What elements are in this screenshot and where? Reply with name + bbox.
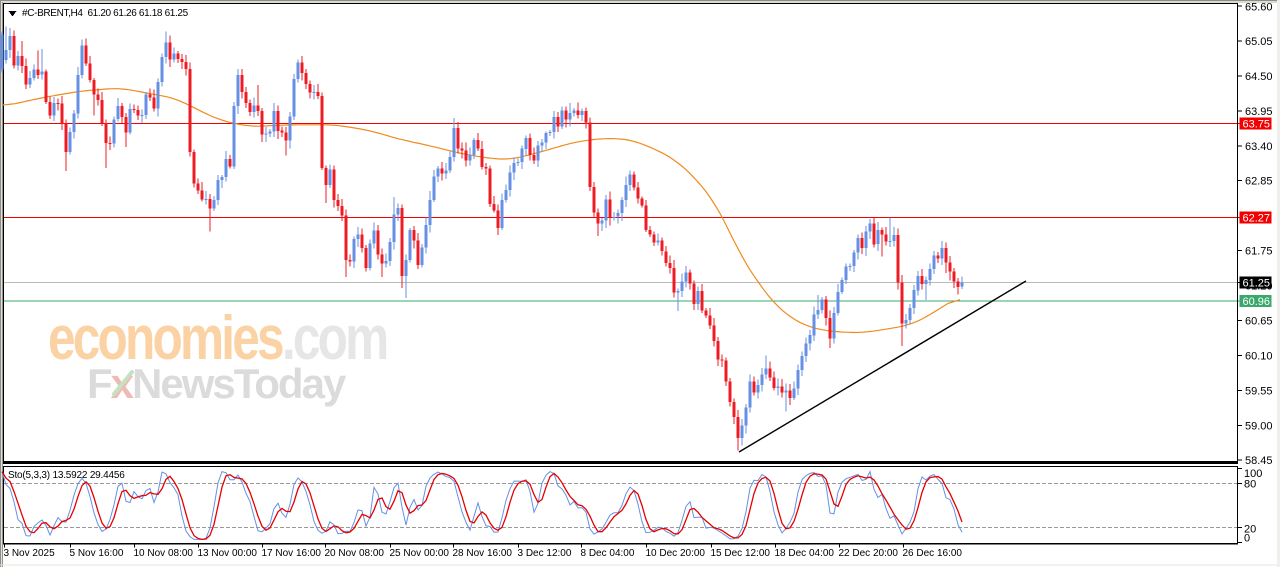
svg-text:Sto(5,3,3) 13.5922 29.4456: Sto(5,3,3) 13.5922 29.4456 <box>8 470 125 481</box>
svg-text:17 Nov 16:00: 17 Nov 16:00 <box>262 548 322 559</box>
svg-text:65.60: 65.60 <box>1245 2 1273 14</box>
svg-text:#C-BRENT,H4 61.20 61.26 61.18: #C-BRENT,H4 61.20 61.26 61.18 61.25 <box>22 8 189 19</box>
svg-text:60.10: 60.10 <box>1245 350 1273 362</box>
svg-text:8 Dec 04:00: 8 Dec 04:00 <box>581 548 635 559</box>
svg-text:62.85: 62.85 <box>1245 176 1273 188</box>
svg-text:20: 20 <box>1244 523 1256 535</box>
svg-text:10 Dec 20:00: 10 Dec 20:00 <box>646 548 706 559</box>
svg-text:economies.com: economies.com <box>48 303 387 373</box>
svg-text:60.65: 60.65 <box>1245 315 1273 327</box>
svg-text:63.75: 63.75 <box>1243 119 1271 131</box>
svg-text:63.95: 63.95 <box>1245 106 1273 118</box>
svg-text:61.25: 61.25 <box>1243 277 1271 289</box>
svg-text:10 Nov 08:00: 10 Nov 08:00 <box>134 548 194 559</box>
svg-text:61.75: 61.75 <box>1245 246 1273 258</box>
svg-text:FxNewsToday: FxNewsToday <box>87 360 347 407</box>
svg-text:15 Dec 12:00: 15 Dec 12:00 <box>711 548 771 559</box>
svg-text:22 Dec 20:00: 22 Dec 20:00 <box>839 548 899 559</box>
svg-text:26 Dec 16:00: 26 Dec 16:00 <box>903 548 963 559</box>
svg-text:58.45: 58.45 <box>1245 455 1273 467</box>
svg-text:18 Dec 04:00: 18 Dec 04:00 <box>775 548 835 559</box>
svg-text:3 Nov 2025: 3 Nov 2025 <box>4 548 56 559</box>
svg-text:59.55: 59.55 <box>1245 385 1273 397</box>
svg-text:80: 80 <box>1244 478 1256 490</box>
svg-text:13 Nov 00:00: 13 Nov 00:00 <box>198 548 258 559</box>
svg-text:59.00: 59.00 <box>1245 420 1273 432</box>
svg-text:62.27: 62.27 <box>1243 213 1271 225</box>
svg-text:25 Nov 00:00: 25 Nov 00:00 <box>390 548 450 559</box>
svg-text:20 Nov 08:00: 20 Nov 08:00 <box>325 548 385 559</box>
svg-text:0: 0 <box>1244 533 1250 545</box>
svg-text:5 Nov 16:00: 5 Nov 16:00 <box>70 548 124 559</box>
svg-text:3 Dec 12:00: 3 Dec 12:00 <box>518 548 572 559</box>
svg-text:28 Nov 16:00: 28 Nov 16:00 <box>453 548 513 559</box>
svg-text:100: 100 <box>1244 468 1262 480</box>
svg-text:65.05: 65.05 <box>1245 36 1273 48</box>
svg-text:64.50: 64.50 <box>1245 71 1273 83</box>
svg-text:60.96: 60.96 <box>1243 296 1271 308</box>
svg-text:63.40: 63.40 <box>1245 141 1273 153</box>
